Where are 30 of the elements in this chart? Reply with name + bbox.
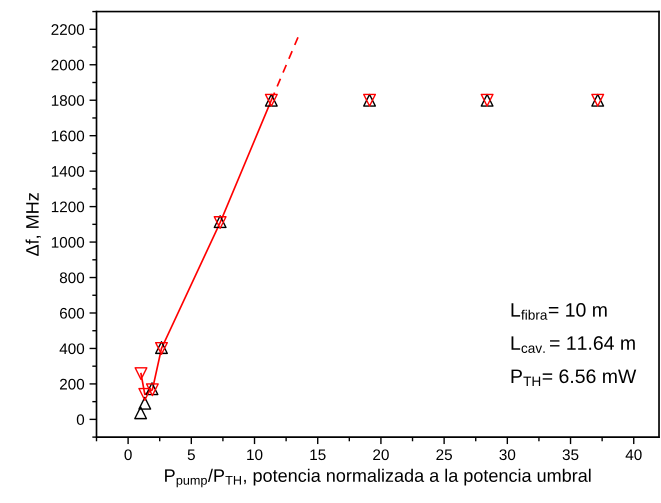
y-tick-label: 600 [60,308,84,319]
point [134,406,148,420]
annotation: L$_{cav.}$= 11.64 m [512,336,635,353]
y-axis-title: Δf, MHz [26,193,41,256]
x-tick-label: 35 [562,449,578,460]
x-tick-label: 0 [124,449,132,460]
y-tick-label: 400 [60,343,84,354]
y-tick-label: 2200 [51,24,84,35]
y-tick-label: 1400 [52,166,84,177]
y-tick-label: 2000 [51,60,84,70]
x-tick-label: 5 [188,449,195,460]
x-axis-title: P$_{pump}$/P$_{TH}$, potencia normalizada a la potencia umbral [165,468,591,488]
point [138,388,152,401]
annotation: P$_{TH}$= 6.56 mW [512,369,636,386]
y-tick-label: 1200 [52,201,84,212]
x-tick-label: 20 [373,449,389,460]
point [134,367,148,380]
x-tick-label: 40 [626,449,642,460]
x-tick-label: 30 [499,449,516,460]
annotation: L$_{fibra}$= 10 m [512,302,607,320]
x-tick-label: 10 [247,449,262,460]
y-tick-label: 0 [76,414,84,426]
y-tick-label: 1600 [52,130,84,142]
point [138,396,152,410]
y-tick-label: 1000 [52,236,84,248]
x-tick-label: 15 [310,449,326,460]
y-tick-label: 200 [60,378,84,390]
y-tick-label: 1800 [52,95,84,106]
x-tick-label: 25 [436,449,452,460]
y-tick-label: 800 [60,272,84,284]
